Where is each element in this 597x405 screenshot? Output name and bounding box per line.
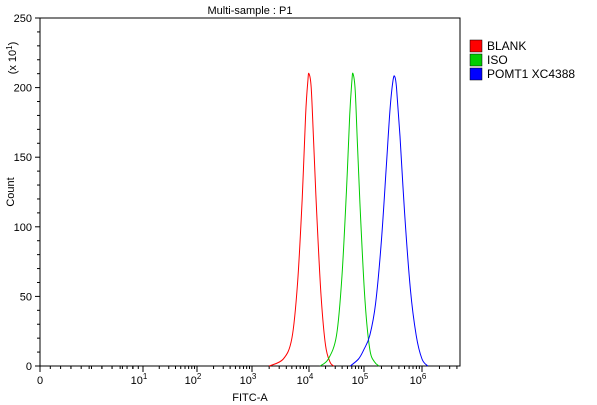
y-tick-label: 100 bbox=[14, 222, 32, 234]
x-tick-label: 104 bbox=[297, 372, 314, 387]
x-tick-label: 103 bbox=[240, 372, 257, 387]
legend-label: ISO bbox=[487, 53, 508, 67]
y-multiplier-prefix: (x 10 bbox=[7, 50, 19, 74]
legend-swatch bbox=[469, 53, 483, 67]
y-multiplier-label: (x 101) bbox=[5, 42, 19, 75]
series-line-iso bbox=[319, 72, 380, 367]
y-axis-ticks: 0 50 100 150 200 250 bbox=[14, 13, 40, 373]
y-multiplier-exponent: 1 bbox=[5, 45, 14, 50]
y-tick-label: 50 bbox=[20, 291, 32, 303]
plot-frame bbox=[39, 17, 461, 367]
legend-label: BLANK bbox=[487, 39, 526, 53]
y-tick-label: 200 bbox=[14, 83, 32, 95]
series-lines bbox=[268, 72, 429, 367]
series-line-blank bbox=[268, 72, 335, 367]
x-axis-ticks: 0 101 102 103 104 105 106 bbox=[37, 366, 458, 387]
y-tick-label: 0 bbox=[26, 361, 32, 373]
y-tick-label: 250 bbox=[14, 13, 32, 25]
legend-label: POMT1 XC4388 bbox=[487, 67, 575, 81]
x-tick-label: 106 bbox=[410, 372, 427, 387]
x-tick-label: 0 bbox=[37, 375, 43, 387]
x-tick-label: 101 bbox=[131, 372, 148, 387]
legend-swatch bbox=[469, 67, 483, 81]
x-axis-title: FITC-A bbox=[232, 392, 268, 404]
series-line-pomt1-xc4388 bbox=[349, 75, 429, 367]
y-tick-label: 150 bbox=[14, 152, 32, 164]
legend-swatch bbox=[469, 39, 483, 53]
chart-title: Multi-sample : P1 bbox=[208, 5, 293, 17]
x-tick-label: 105 bbox=[352, 372, 369, 387]
x-tick-label: 102 bbox=[185, 372, 202, 387]
y-axis-title: Count bbox=[5, 177, 17, 206]
